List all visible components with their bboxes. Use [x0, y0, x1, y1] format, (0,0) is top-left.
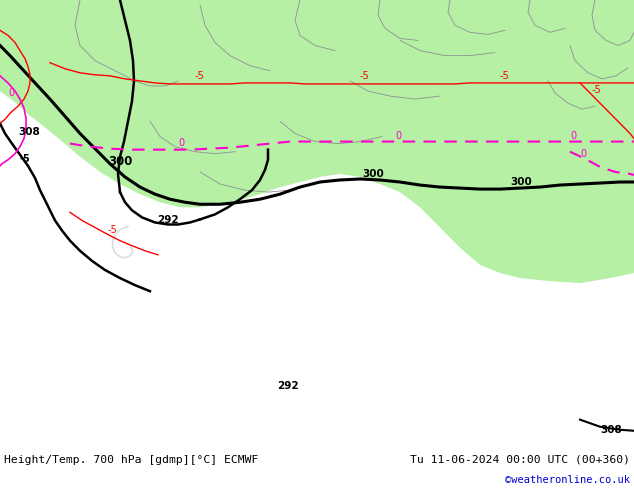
- Polygon shape: [0, 0, 90, 133]
- Polygon shape: [575, 0, 615, 25]
- Text: Tu 11-06-2024 00:00 UTC (00+360): Tu 11-06-2024 00:00 UTC (00+360): [410, 455, 630, 465]
- Text: -5: -5: [20, 154, 31, 164]
- Polygon shape: [492, 0, 555, 43]
- Text: 0: 0: [395, 130, 401, 141]
- Text: 300: 300: [510, 177, 532, 187]
- Text: -5: -5: [195, 71, 205, 81]
- Text: 308: 308: [600, 425, 622, 435]
- Polygon shape: [410, 0, 452, 30]
- Text: Height/Temp. 700 hPa [gdmp][°C] ECMWF: Height/Temp. 700 hPa [gdmp][°C] ECMWF: [4, 455, 259, 465]
- Text: ©weatheronline.co.uk: ©weatheronline.co.uk: [505, 475, 630, 485]
- Text: 292: 292: [277, 381, 299, 392]
- Text: 300: 300: [362, 169, 384, 179]
- Text: -5: -5: [500, 71, 510, 81]
- Polygon shape: [0, 0, 634, 283]
- Text: 0: 0: [580, 149, 586, 159]
- Polygon shape: [215, 0, 300, 46]
- Polygon shape: [85, 0, 195, 71]
- Polygon shape: [555, 0, 634, 66]
- Text: 300: 300: [108, 155, 133, 168]
- Polygon shape: [335, 0, 378, 28]
- Text: 0: 0: [570, 130, 576, 141]
- Text: 0: 0: [8, 88, 14, 98]
- Polygon shape: [590, 126, 634, 172]
- Text: -5: -5: [360, 71, 370, 81]
- Text: -5: -5: [592, 85, 602, 95]
- Text: 308: 308: [18, 127, 40, 138]
- Text: -5: -5: [108, 224, 118, 235]
- Text: 0: 0: [178, 138, 184, 147]
- Text: 292: 292: [157, 216, 179, 225]
- Polygon shape: [570, 89, 625, 123]
